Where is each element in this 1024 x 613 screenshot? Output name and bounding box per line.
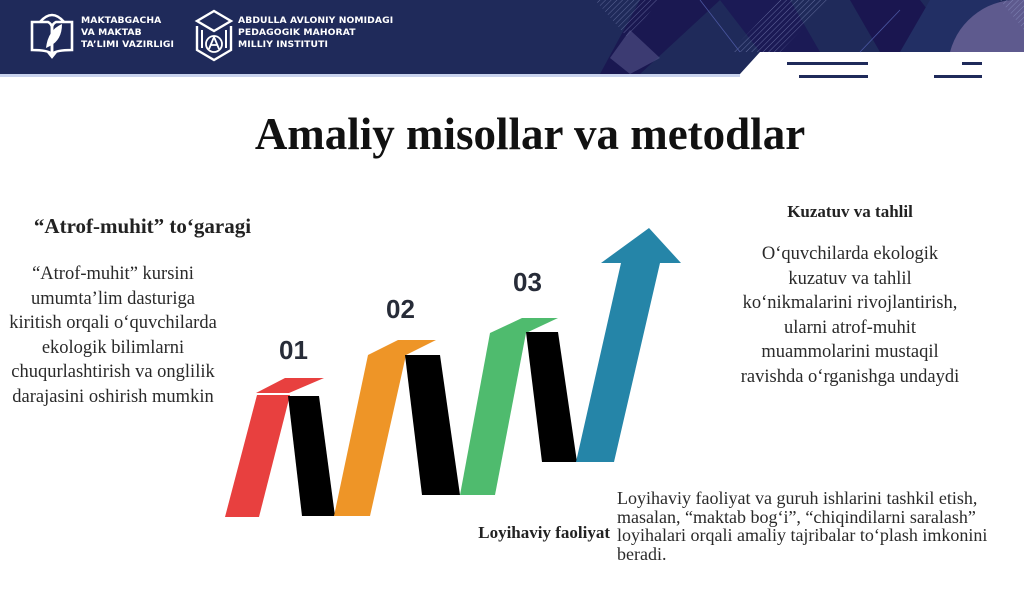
institute-logo-text: ABDULLA AVLONIY NOMIDAGI PEDAGOGIK MAHOR… — [238, 15, 393, 51]
header-background — [0, 0, 1024, 78]
step-2-number: 02 — [386, 294, 415, 324]
right-section-heading: Kuzatuv va tahlil — [787, 202, 913, 221]
slide-title: Amaliy misollar va metodlar — [254, 109, 806, 159]
left-section-heading: “Atrof-muhit” to‘garagi — [33, 214, 252, 238]
bottom-section-body: Loyihaviy faoliyat va guruh ishlarini ta… — [617, 488, 988, 564]
logo1-line1: MAKTABGACHA — [81, 15, 162, 26]
cube-a-icon — [194, 9, 234, 62]
logo2-line1: ABDULLA AVLONIY NOMIDAGI — [238, 15, 394, 26]
right-section-body: O‘quvchilarda ekologik kuzatuv va tahlil… — [740, 244, 960, 387]
logo2-line3: MILLIY INSTITUTI — [238, 39, 328, 50]
book-leaf-icon — [30, 13, 74, 59]
header-banner: MAKTABGACHA VA MAKTAB TA’LIMI VAZIRLIGI … — [0, 0, 1024, 80]
left-section-body: “Atrof-muhit” kursini umumta’lim dasturi… — [9, 264, 217, 407]
logo1-line3: TA’LIMI VAZIRLIGI — [81, 39, 175, 50]
step-1-number: 01 — [279, 335, 308, 365]
step-2-shape — [334, 340, 460, 516]
bottom-section-heading: Loyihaviy faoliyat — [478, 523, 610, 542]
step-1-shape — [225, 378, 335, 517]
logo2-line2: PEDAGOGIK MAHORAT — [238, 27, 356, 38]
ministry-logo-text: MAKTABGACHA VA MAKTAB TA’LIMI VAZIRLIGI — [81, 15, 174, 51]
step-3-number: 03 — [513, 267, 542, 297]
logo1-line2: VA MAKTAB — [81, 27, 142, 38]
step-3-shape — [460, 318, 577, 495]
up-arrow-icon — [576, 228, 681, 462]
